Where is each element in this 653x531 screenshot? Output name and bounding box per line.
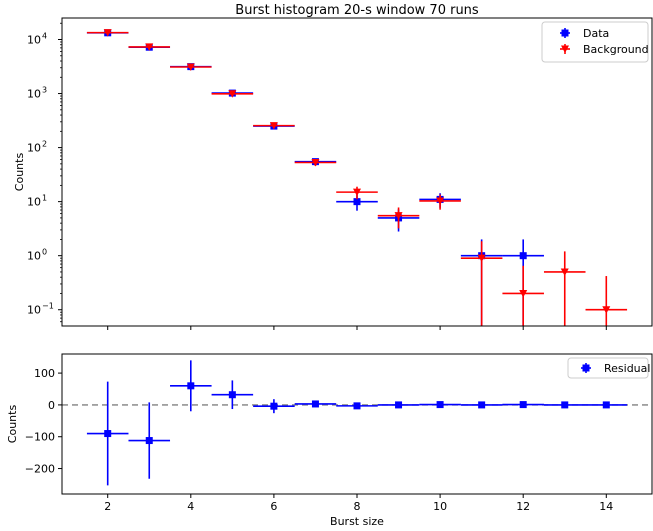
- residual-y-axis-label: Counts: [6, 405, 19, 444]
- data-point: [311, 400, 319, 408]
- data-point: [478, 401, 486, 409]
- data-point: [602, 306, 611, 314]
- x-tick-label: 2: [104, 500, 111, 513]
- y-tick-exponent: 0: [42, 248, 47, 257]
- data-point: [228, 391, 236, 399]
- data-point: [353, 198, 361, 206]
- data-point: [311, 158, 320, 167]
- data-point: [436, 401, 444, 409]
- legend-data-marker: [560, 28, 570, 38]
- y-tick-label: −100: [25, 431, 55, 444]
- legend-residual-label: Residual: [604, 362, 650, 375]
- y-tick-exponent: 3: [42, 86, 47, 95]
- data-point: [602, 401, 610, 409]
- residual-legend: Residual: [567, 357, 650, 379]
- data-point: [104, 430, 112, 438]
- chart-title: Burst histogram 20-s window 70 runs: [235, 3, 479, 18]
- y-tick-exponent: 2: [42, 140, 47, 149]
- y-tick-exponent: 4: [42, 32, 47, 41]
- y-tick-label: 10: [27, 34, 41, 47]
- legend-symbol: [561, 45, 569, 53]
- data-point: [395, 401, 403, 409]
- series-background: [86, 29, 628, 326]
- residual-plot-frame: [61, 353, 653, 495]
- data-point: [560, 268, 569, 276]
- data-point: [145, 437, 153, 445]
- data-point: [394, 212, 403, 220]
- histogram-legend: Data Background: [541, 21, 649, 63]
- x-tick-label: 4: [187, 500, 194, 513]
- legend-symbol: [582, 364, 590, 372]
- y-tick-label: −200: [25, 463, 55, 476]
- y-tick-label: 10: [27, 142, 41, 155]
- y-tick-label: 10: [27, 250, 41, 263]
- data-point: [436, 197, 445, 205]
- legend-data-label: Data: [583, 27, 609, 40]
- data-point: [270, 402, 278, 410]
- residual-x-axis-label: Burst size: [330, 515, 384, 528]
- x-tick-label: 14: [599, 500, 613, 513]
- data-point: [519, 252, 527, 260]
- y-tick-label: 100: [34, 367, 55, 380]
- y-tick-label: 10: [27, 196, 41, 209]
- data-point: [186, 63, 195, 71]
- histogram-plot: [86, 29, 628, 326]
- y-tick-label: 0: [48, 399, 55, 412]
- y-tick-label: 10: [27, 304, 41, 317]
- legend-background-marker: [560, 44, 570, 54]
- data-point: [519, 401, 527, 409]
- data-point: [561, 401, 569, 409]
- y-tick-exponent: −1: [42, 302, 54, 311]
- x-tick-label: 10: [433, 500, 447, 513]
- data-point: [103, 29, 112, 37]
- data-point: [353, 188, 361, 197]
- series-data: [86, 29, 544, 326]
- data-point: [187, 382, 195, 390]
- legend-symbol: [561, 29, 569, 37]
- x-tick-label: 8: [354, 500, 361, 513]
- histogram-y-axis-label: Counts: [13, 153, 26, 192]
- data-point: [519, 289, 528, 298]
- x-tick-label: 6: [270, 500, 277, 513]
- residual-plot: [62, 360, 652, 486]
- x-tick-label: 12: [516, 500, 530, 513]
- legend-residual-marker: [581, 363, 591, 373]
- data-point: [477, 254, 486, 263]
- data-point: [145, 43, 154, 51]
- data-point: [353, 402, 361, 410]
- data-point: [269, 122, 278, 130]
- data-point: [228, 90, 237, 98]
- legend-background-label: Background: [583, 43, 649, 56]
- y-tick-exponent: 1: [42, 194, 47, 203]
- y-tick-label: 10: [27, 88, 41, 101]
- series-residual: [86, 360, 628, 486]
- histogram-plot-frame: [61, 17, 653, 327]
